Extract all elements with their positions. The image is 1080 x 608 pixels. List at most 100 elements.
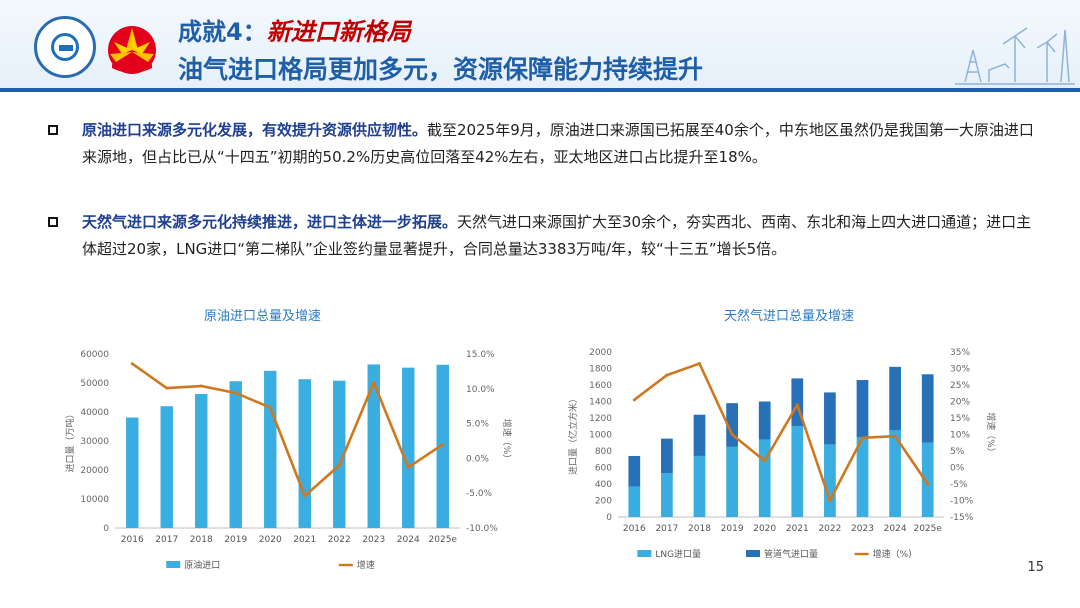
y2-axis-title: 增速（%） (501, 419, 513, 464)
bar (628, 486, 641, 517)
y2-tick-label: 35% (950, 348, 970, 358)
x-tick-label: 2018 (190, 535, 213, 545)
bar (856, 436, 869, 517)
bar (693, 414, 706, 456)
x-tick-label: 2019 (224, 535, 247, 545)
x-tick-label: 2021 (293, 535, 316, 545)
oil-field-decoration (955, 27, 1075, 85)
y2-tick-label: 25% (950, 381, 970, 391)
y-tick-label: 30000 (80, 437, 109, 447)
line-point (730, 433, 734, 436)
petrochina-logo (108, 26, 156, 74)
line-point (337, 463, 341, 467)
line-point (130, 362, 134, 366)
bar (661, 438, 673, 474)
legend-label: 增速（%） (873, 548, 918, 560)
chart1-title: 原油进口总量及增速 (204, 309, 322, 324)
header-banner: 成就4：新进口新格局 油气进口格局更加多元，资源保障能力持续提升 (0, 0, 1080, 92)
bar (298, 379, 311, 528)
legend-label: 增速 (357, 559, 375, 571)
x-tick-label: 2025e (429, 535, 458, 545)
bullet-crude-oil: 原油进口来源多元化发展，有效提升资源供应韧性。截至2025年9月，原油进口来源国… (48, 117, 1038, 171)
title-accent: 新进口新格局 (266, 17, 411, 46)
x-tick-label: 2022 (328, 535, 351, 545)
line-point (632, 398, 636, 402)
y2-tick-label: 10.0% (466, 385, 495, 395)
y-tick-label: 2000 (589, 348, 612, 358)
association-logo (34, 16, 96, 78)
y-tick-label: 1200 (589, 414, 612, 424)
x-tick-label: 2024 (397, 535, 420, 545)
header-underline (0, 88, 1080, 92)
bar (758, 401, 771, 440)
legend-label: 管道气进口量 (764, 548, 818, 560)
bar (824, 392, 836, 445)
x-tick-label: 2019 (721, 524, 744, 534)
crude-oil-chart: 0 10000 20000 30000 40000 50000 60000 -10.0% -5.… (64, 350, 513, 571)
legend-label: LNG进口量 (655, 549, 701, 560)
bar (126, 417, 139, 528)
line-point (268, 406, 272, 410)
bar (889, 430, 901, 517)
x-tick-label: 2017 (155, 535, 178, 545)
line-point (698, 362, 701, 366)
x-tick-label: 2024 (884, 524, 907, 534)
logo-ring (51, 33, 79, 61)
line-point (165, 386, 169, 390)
y-tick-label: 600 (595, 464, 612, 474)
x-tick-label: 2025e (913, 524, 942, 534)
line-point (199, 384, 203, 388)
y-tick-label: 0 (103, 524, 109, 534)
square-bullet-icon (48, 125, 58, 135)
line-point (926, 482, 930, 486)
bullet-natural-gas: 天然气进口来源多元化持续推进，进口主体进一步拓展。天然气进口来源国扩大至30余个… (48, 209, 1038, 263)
bar (921, 374, 934, 443)
natural-gas-chart: 0 200 400 600 800 1000 1200 1400 1600 1800 2000 -15… (567, 348, 997, 560)
bullet-body: 天然气进口来源国扩大至30余个，夯实西北、西南、东北和海上四大进口通道；进口主体… (82, 213, 1032, 258)
x-tick-label: 2021 (786, 524, 809, 534)
x-tick-label: 2022 (818, 524, 841, 534)
y2-tick-label: 15% (950, 414, 970, 424)
x-tick-label: 2023 (851, 524, 874, 534)
y2-tick-label: -15% (950, 513, 974, 523)
bullet-text: 原油进口来源多元化发展，有效提升资源供应韧性。截至2025年9月，原油进口来源国… (82, 117, 1038, 171)
y-axis-title: 进口量（万吨） (64, 409, 76, 472)
y2-tick-label: -10.0% (466, 524, 498, 534)
bar (229, 381, 242, 528)
bar (628, 455, 641, 487)
y-tick-label: 40000 (80, 408, 109, 418)
bar (791, 378, 804, 427)
bar (856, 380, 869, 437)
legend-swatch (637, 550, 652, 557)
line-point (303, 494, 307, 498)
y2-tick-label: -5.0% (466, 489, 493, 499)
x-tick-label: 2016 (121, 535, 144, 545)
legend-swatch (746, 550, 760, 557)
bar (264, 370, 277, 528)
y-tick-label: 1600 (589, 381, 612, 391)
bar (436, 364, 449, 528)
x-tick-label: 2020 (259, 535, 282, 545)
square-bullet-icon (48, 217, 58, 227)
bar (824, 444, 836, 517)
bullet-body: 截至2025年9月，原油进口来源国已拓展至40余个，中东地区虽然仍是我国第一大原… (82, 121, 1034, 166)
y-tick-label: 200 (595, 497, 612, 507)
y-tick-label: 1800 (589, 365, 612, 375)
bar (661, 473, 673, 517)
slide-subtitle: 油气进口格局更加多元，资源保障能力持续提升 (178, 55, 704, 84)
x-tick-label: 2020 (753, 524, 776, 534)
slide-title: 成就4：新进口新格局 (178, 12, 411, 47)
y-tick-label: 10000 (80, 495, 109, 505)
y2-tick-label: 0.0% (466, 454, 489, 464)
y2-tick-label: 15.0% (466, 350, 495, 360)
logo-mark (59, 45, 73, 51)
y2-tick-label: -10% (950, 497, 974, 507)
bar (402, 367, 415, 528)
line-point (372, 381, 376, 385)
line-point (763, 459, 767, 463)
y2-tick-label: -5% (950, 480, 968, 490)
legend-swatch (166, 561, 181, 568)
bullet-heading: 原油进口来源多元化发展，有效提升资源供应韧性。 (82, 121, 428, 139)
bar (726, 403, 738, 447)
line-point (234, 391, 238, 395)
